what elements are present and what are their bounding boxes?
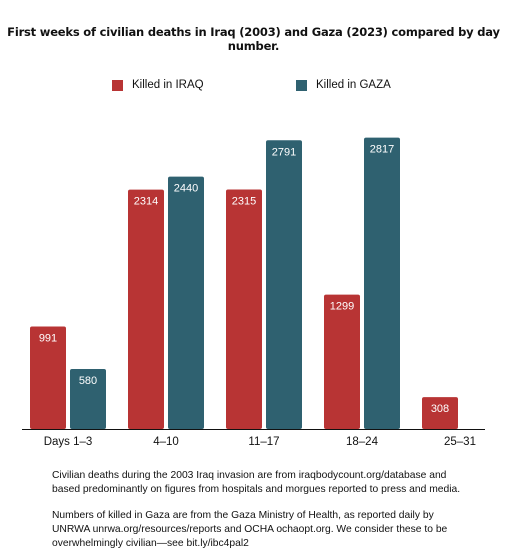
- legend-swatch-gaza: [296, 79, 307, 91]
- source-note-iraq: Civilian deaths during the 2003 Iraq inv…: [52, 470, 461, 495]
- source-note-gaza: Numbers of killed in Gaza are from the G…: [52, 510, 448, 549]
- legend-item-gaza: Killed in GAZA: [296, 79, 391, 91]
- legend-item-iraq: Killed in IRAQ: [112, 79, 204, 91]
- bar-chart: 991 580 Days 1–3 2314 2440 4–10 2315 2791 11–17 1…: [22, 137, 485, 448]
- bar-iraq-25-31: [422, 397, 458, 429]
- legend-label-iraq: Killed in IRAQ: [132, 79, 204, 91]
- x-tick-label-25-31: 25–31: [444, 436, 476, 448]
- bar-gaza-18-24: [364, 137, 400, 429]
- bar-gaza-days-1-3: [70, 369, 106, 429]
- data-label-gaza-18-24: 2817: [370, 144, 394, 156]
- data-label-gaza-days-1-3: 580: [79, 375, 97, 387]
- chart-legend: Killed in IRAQ Killed in GAZA: [0, 79, 507, 95]
- bar-iraq-4-10: [128, 189, 164, 429]
- data-label-gaza-11-17: 2791: [272, 146, 296, 158]
- chart-title: First weeks of civilian deaths in Iraq (…: [7, 25, 500, 53]
- legend-label-gaza: Killed in GAZA: [316, 79, 391, 91]
- bar-iraq-days-1-3: [30, 326, 66, 429]
- data-label-iraq-18-24: 1299: [330, 301, 354, 313]
- bar-iraq-18-24: [324, 294, 360, 429]
- data-label-iraq-days-1-3: 991: [39, 332, 57, 344]
- legend-swatch-iraq: [112, 79, 123, 91]
- x-tick-label-4-10: 4–10: [153, 436, 179, 448]
- bar-iraq-11-17: [226, 189, 262, 429]
- data-label-iraq-4-10: 2314: [134, 196, 158, 208]
- x-tick-label-days-1-3: Days 1–3: [44, 436, 93, 448]
- bar-gaza-11-17: [266, 140, 302, 429]
- data-label-gaza-4-10: 2440: [174, 183, 198, 195]
- x-tick-label-11-17: 11–17: [248, 436, 279, 448]
- x-tick-label-18-24: 18–24: [346, 436, 379, 448]
- data-label-iraq-11-17: 2315: [232, 196, 256, 208]
- data-label-iraq-25-31: 308: [431, 403, 449, 415]
- bar-gaza-4-10: [168, 176, 204, 429]
